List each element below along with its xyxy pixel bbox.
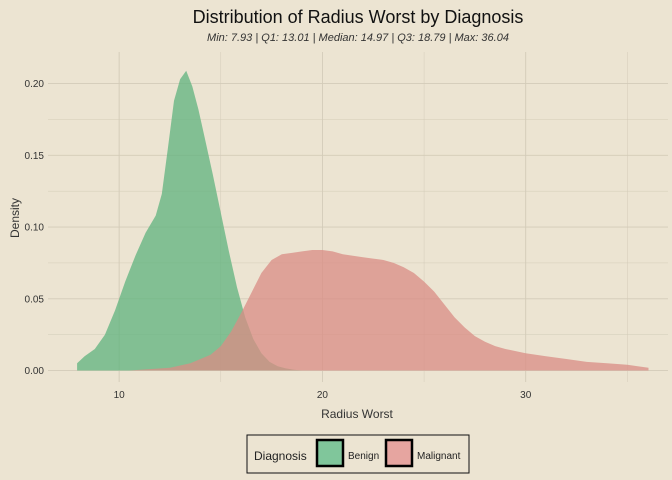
y-tick-label-2: 0.10 [25, 223, 45, 234]
legend-title: Diagnosis [254, 449, 307, 463]
x-tick-labels: 10 20 30 [114, 390, 532, 401]
legend-key-malignant [384, 438, 414, 468]
legend-key-benign [315, 438, 345, 468]
y-tick-labels: 0.00 0.05 0.10 0.15 0.20 [25, 79, 45, 377]
y-tick-label-0: 0.00 [25, 366, 45, 377]
y-tick-label-1: 0.05 [25, 294, 45, 305]
x-tick-label-0: 10 [114, 390, 126, 401]
x-axis-label: Radius Worst [321, 407, 393, 421]
legend-label-benign: Benign [348, 451, 379, 462]
y-tick-label-4: 0.20 [25, 79, 45, 90]
y-tick-label-3: 0.15 [25, 151, 45, 162]
chart-subtitle: Min: 7.93 | Q1: 13.01 | Median: 14.97 | … [207, 32, 509, 44]
x-tick-label-2: 30 [520, 390, 532, 401]
legend: Diagnosis Benign Malignant [246, 434, 470, 474]
density-area-malignant [129, 250, 649, 371]
density-areas [77, 70, 649, 371]
x-tick-label-1: 20 [317, 390, 329, 401]
y-axis-label: Density [8, 198, 22, 238]
density-area-benign [77, 70, 303, 371]
legend-box [246, 434, 470, 474]
chart-title: Distribution of Radius Worst by Diagnosi… [193, 7, 524, 27]
legend-label-malignant: Malignant [417, 451, 461, 462]
